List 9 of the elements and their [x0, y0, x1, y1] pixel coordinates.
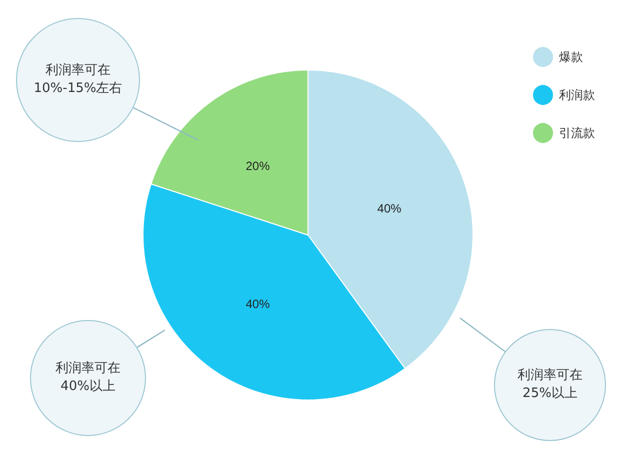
legend-label: 爆款 [559, 50, 583, 64]
data-label: 40% [246, 297, 270, 312]
data-label: 40% [377, 202, 402, 216]
data-label: 20% [246, 158, 270, 173]
legend-label: 引流款 [559, 126, 595, 140]
callout-circle: 利润率可在 10%-15%左右 [16, 18, 140, 142]
legend-label: 利润款 [559, 88, 595, 102]
callout-circle: 利润率可在 25%以上 [494, 329, 606, 441]
callout-circle: 利润率可在 40%以上 [30, 320, 146, 436]
